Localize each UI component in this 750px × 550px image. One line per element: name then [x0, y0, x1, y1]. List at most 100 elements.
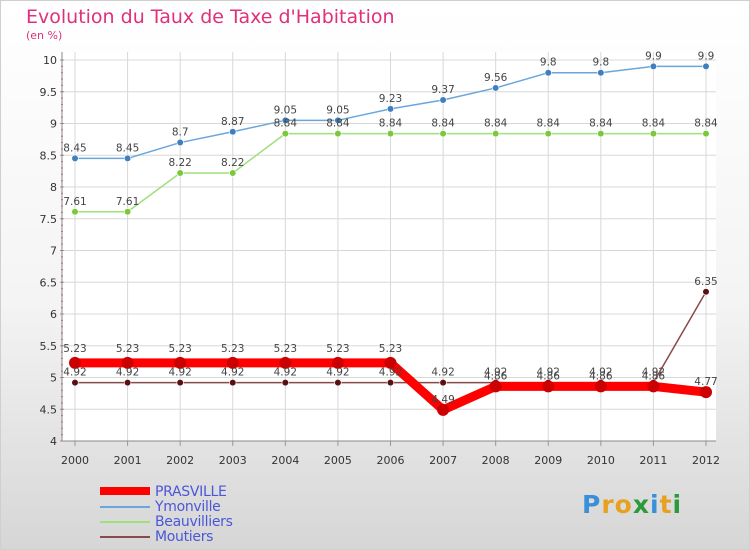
data-label-moutiers: 4.92: [274, 367, 297, 379]
data-point-moutiers: [176, 378, 184, 387]
data-label-beauvilliers: 8.84: [537, 118, 561, 130]
data-label-ymonville: 9.8: [592, 57, 609, 69]
logo-letter: x: [632, 490, 650, 519]
data-label-moutiers: 4.92: [589, 367, 612, 379]
data-point-ymonville: [597, 69, 605, 77]
data-point-ymonville: [492, 84, 500, 92]
data-label-moutiers: 4.92: [379, 367, 402, 379]
y-tick-label: 7.5: [40, 213, 58, 226]
x-tick-label: 2007: [429, 454, 457, 467]
data-label-ymonville: 9.05: [326, 104, 349, 116]
data-label-beauvilliers: 8.22: [168, 157, 191, 169]
proxiti-logo: Proxiti: [582, 490, 682, 519]
data-point-prasville: [69, 356, 81, 369]
data-label-prasville: 5.23: [168, 343, 191, 355]
data-point-beauvilliers: [439, 130, 447, 138]
data-point-prasville: [700, 386, 712, 399]
data-point-beauvilliers: [597, 130, 605, 138]
data-label-ymonville: 9.23: [379, 93, 402, 105]
data-label-beauvilliers: 8.22: [221, 157, 244, 169]
data-point-moutiers: [229, 378, 237, 387]
data-point-ymonville: [176, 138, 184, 147]
data-point-ymonville: [71, 154, 79, 163]
data-point-prasville: [121, 356, 134, 369]
data-label-beauvilliers: 8.84: [431, 118, 455, 130]
data-label-moutiers: 4.92: [221, 367, 244, 379]
data-label-prasville: 4.86: [589, 370, 613, 382]
legend-label-ymonville: Ymonville: [155, 499, 221, 515]
chart-title: Evolution du Taux de Taxe d'Habitation: [26, 6, 395, 28]
data-label-ymonville: 8.45: [116, 142, 139, 154]
data-label-ymonville: 9.05: [274, 104, 297, 116]
data-label-beauvilliers: 8.84: [694, 118, 718, 130]
data-label-prasville: 4.86: [484, 370, 508, 382]
data-label-prasville: 5.23: [63, 343, 86, 355]
logo-letter: i: [650, 490, 660, 519]
data-label-beauvilliers: 8.84: [379, 118, 403, 130]
data-label-moutiers: 6.35: [694, 276, 717, 288]
data-label-moutiers: 4.92: [63, 367, 86, 379]
chart-unit: (en %): [26, 29, 63, 42]
x-tick-label: 2006: [377, 454, 405, 467]
data-point-beauvilliers: [492, 130, 500, 138]
legend-swatch-beauvilliers: [100, 521, 150, 523]
data-point-beauvilliers: [334, 130, 342, 138]
data-point-beauvilliers: [386, 130, 395, 138]
x-tick-label: 2003: [219, 454, 247, 467]
data-label-beauvilliers: 8.84: [326, 118, 350, 130]
data-point-ymonville: [281, 116, 289, 124]
data-point-prasville: [489, 380, 502, 393]
data-label-ymonville: 9.56: [484, 72, 508, 84]
data-label-prasville: 5.23: [326, 343, 349, 355]
data-label-ymonville: 8.7: [172, 127, 189, 139]
data-label-moutiers: 4.92: [168, 367, 191, 379]
data-point-moutiers: [386, 378, 395, 387]
data-label-prasville: 5.23: [116, 343, 139, 355]
y-tick-label: 8: [50, 181, 57, 194]
data-label-prasville: 5.23: [274, 343, 297, 355]
data-label-moutiers: 4.92: [431, 367, 454, 379]
plot-area: [62, 52, 716, 441]
data-label-moutiers: 4.92: [326, 367, 349, 379]
y-tick-label: 6: [50, 308, 57, 321]
data-point-moutiers: [281, 378, 289, 387]
data-point-prasville: [226, 356, 239, 369]
y-tick-label: 10: [43, 54, 57, 67]
data-point-ymonville: [702, 62, 710, 70]
data-point-prasville: [594, 380, 607, 393]
data-label-ymonville: 9.8: [540, 57, 557, 69]
y-tick-label: 4: [50, 435, 57, 448]
data-point-ymonville: [123, 154, 132, 163]
data-point-ymonville: [649, 62, 658, 70]
data-label-ymonville: 8.45: [63, 142, 86, 154]
data-label-beauvilliers: 8.84: [589, 118, 613, 130]
data-label-prasville: 4.86: [537, 370, 561, 382]
y-tick-label: 7: [50, 245, 57, 258]
data-point-prasville: [174, 356, 187, 369]
y-tick-label: 9: [50, 118, 57, 131]
x-tick-label: 2002: [166, 454, 194, 467]
x-tick-label: 2008: [482, 454, 510, 467]
data-label-beauvilliers: 8.84: [274, 118, 298, 130]
data-label-prasville: 5.23: [221, 343, 244, 355]
data-label-prasville: 4.86: [642, 370, 666, 382]
data-label-prasville: 4.77: [694, 376, 717, 388]
data-point-beauvilliers: [229, 169, 237, 177]
data-label-moutiers: 4.92: [484, 367, 507, 379]
data-label-moutiers: 4.92: [642, 367, 665, 379]
y-tick-label: 8.5: [40, 149, 58, 162]
data-label-moutiers: 4.92: [116, 367, 139, 379]
data-point-beauvilliers: [702, 130, 710, 138]
data-point-ymonville: [439, 96, 447, 104]
x-tick-label: 2011: [639, 454, 667, 467]
data-label-ymonville: 8.87: [221, 116, 244, 128]
data-point-ymonville: [544, 69, 552, 77]
data-point-prasville: [542, 380, 555, 393]
data-point-moutiers: [334, 378, 342, 387]
legend-swatch-ymonville: [100, 506, 150, 508]
data-point-prasville: [647, 380, 660, 393]
data-point-ymonville: [334, 116, 342, 124]
data-point-ymonville: [229, 128, 237, 136]
x-tick-label: 2000: [61, 454, 89, 467]
